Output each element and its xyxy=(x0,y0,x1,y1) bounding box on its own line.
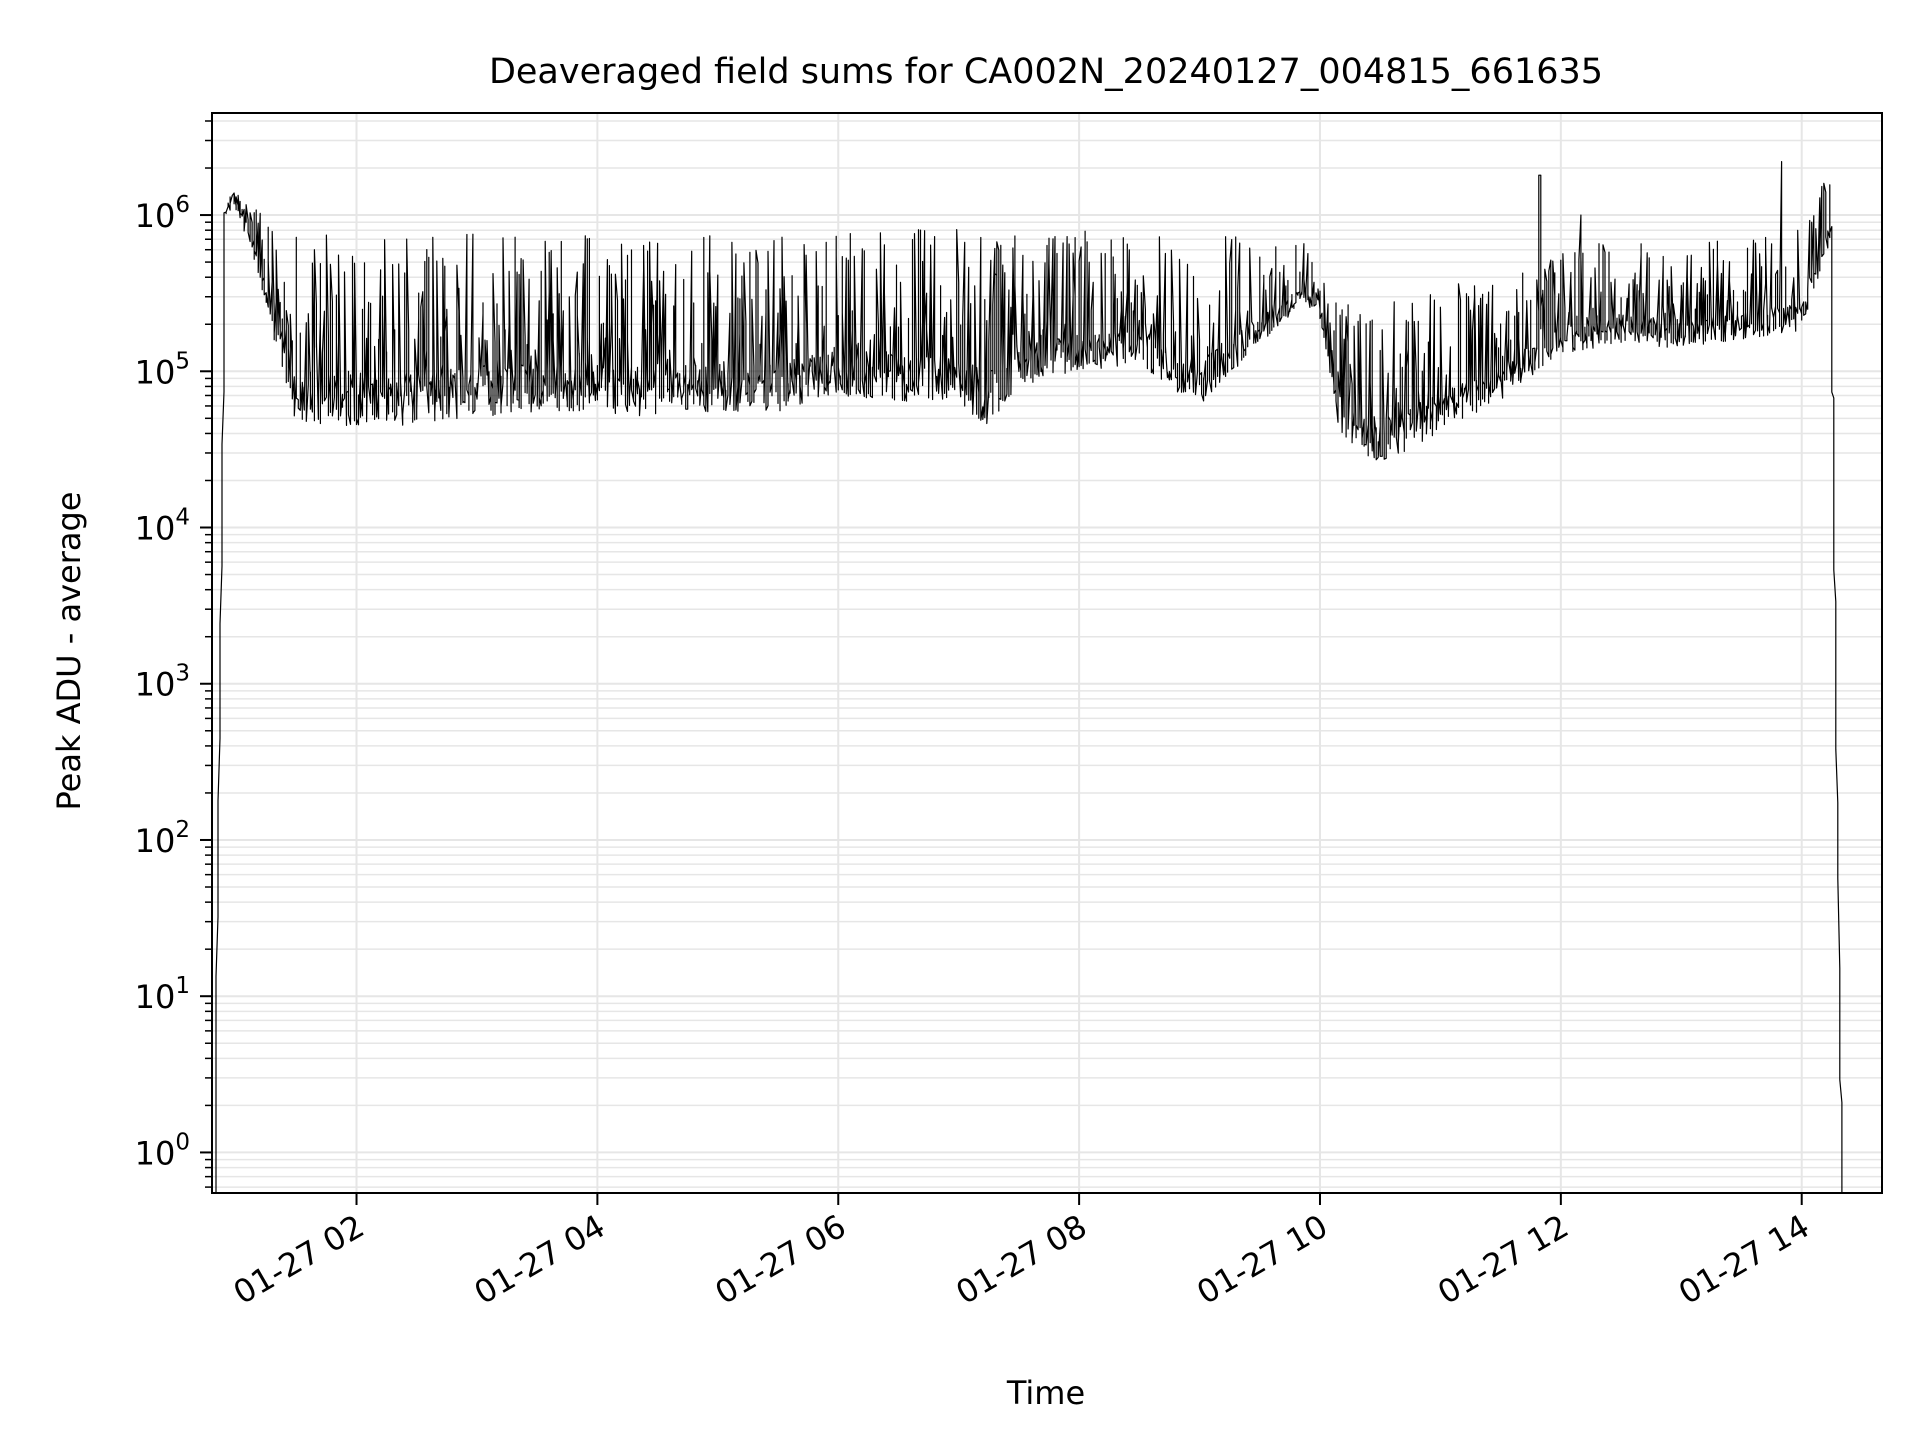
x-tick-label: 01-27 04 xyxy=(468,1207,612,1312)
x-tick-label: 01-27 14 xyxy=(1672,1207,1816,1312)
series-trace xyxy=(215,161,1843,1193)
x-tick-label: 01-27 02 xyxy=(227,1207,371,1312)
y-tick-label: 102 xyxy=(135,817,190,860)
y-axis-label: Peak ADU - average xyxy=(50,492,88,811)
y-tick-label: 106 xyxy=(135,192,190,235)
y-tick-label: 105 xyxy=(135,348,190,391)
x-tick-label: 01-27 08 xyxy=(950,1207,1094,1312)
x-axis-label: Time xyxy=(1006,1374,1085,1412)
plot-frame xyxy=(211,112,1883,1194)
y-tick-label: 101 xyxy=(135,973,190,1016)
x-tick-label: 01-27 10 xyxy=(1190,1207,1334,1312)
y-tick-label: 104 xyxy=(135,505,190,548)
grid xyxy=(212,113,1882,1193)
series-line xyxy=(215,161,1843,1193)
x-tick-label: 01-27 06 xyxy=(709,1207,853,1312)
y-tick-label: 100 xyxy=(135,1129,190,1172)
y-tick-label: 103 xyxy=(135,661,190,704)
chart-title: Deaveraged field sums for CA002N_2024012… xyxy=(489,52,1603,92)
x-tick-label: 01-27 12 xyxy=(1431,1207,1575,1312)
